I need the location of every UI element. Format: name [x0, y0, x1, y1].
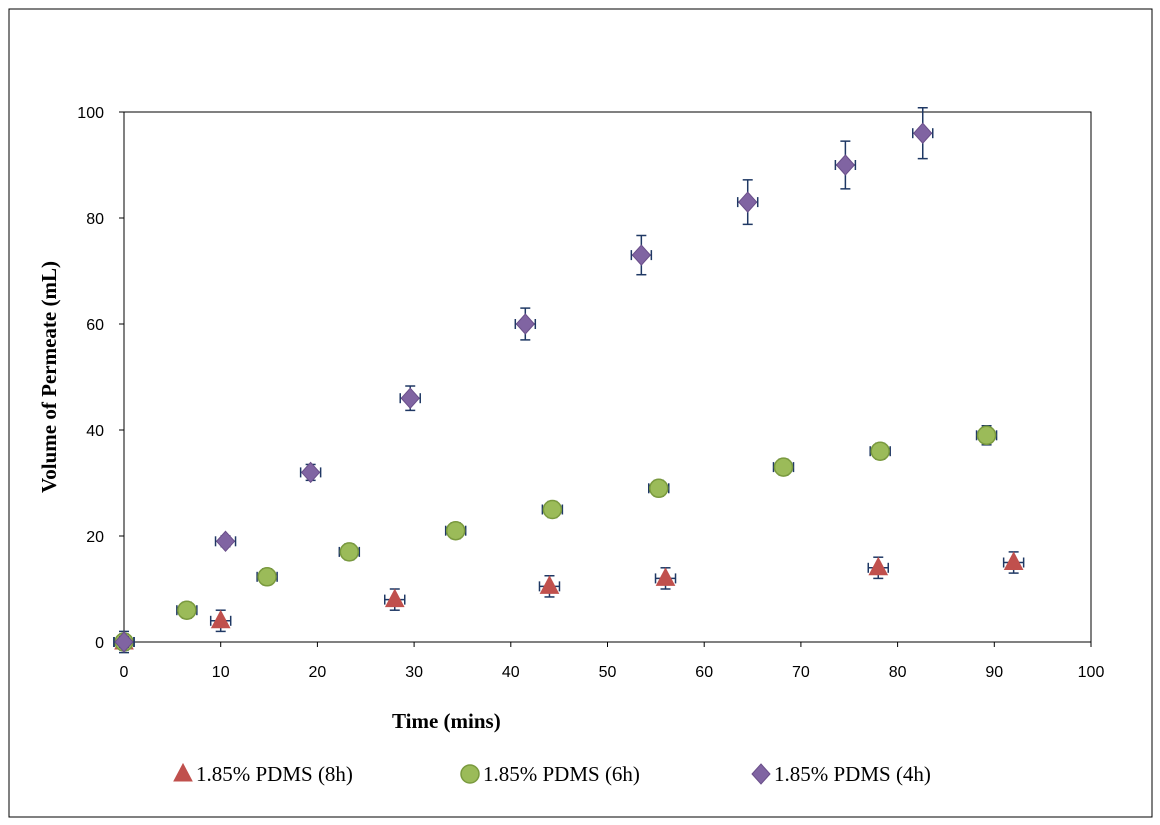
x-axis-title: Time (mins) [392, 709, 501, 733]
data-point [976, 425, 997, 446]
x-tick-label: 40 [502, 664, 520, 681]
data-point [539, 575, 560, 594]
data-point [445, 520, 466, 541]
x-axis-ticks: 0 10 20 30 40 50 60 70 80 90 100 [120, 642, 1105, 681]
y-axis-title: Volume of Permeate (mL) [37, 261, 61, 493]
legend-label: 1.85% PDMS (4h) [774, 762, 931, 786]
x-tick-label: 60 [695, 664, 713, 681]
data-point [738, 191, 758, 213]
legend-label: 1.85% PDMS (8h) [196, 762, 353, 786]
legend-marker-triangle [173, 762, 193, 782]
legend-label: 1.85% PDMS (6h) [483, 762, 640, 786]
y-tick-label: 0 [95, 635, 104, 652]
data-point [631, 244, 652, 266]
x-tick-label: 100 [1078, 664, 1105, 681]
legend: 1.85% PDMS (8h) 1.85% PDMS (6h) 1.85% PDMS… [173, 762, 931, 786]
x-tick-label: 10 [212, 664, 230, 681]
data-point [215, 530, 236, 553]
data-point [210, 609, 231, 629]
data-point [835, 154, 856, 176]
plot-area [123, 111, 1092, 643]
y-axis-ticks: 0 20 40 60 80 100 [77, 105, 124, 652]
x-tick-label: 80 [889, 664, 907, 681]
legend-marker-circle [460, 764, 480, 784]
data-point [542, 499, 563, 520]
y-tick-label: 40 [86, 423, 104, 440]
data-point [257, 567, 277, 587]
x-tick-label: 0 [120, 664, 129, 681]
x-tick-label: 20 [309, 664, 327, 681]
data-point [400, 387, 420, 409]
data-point [114, 631, 134, 653]
data-point [655, 567, 676, 586]
data-point [1003, 551, 1024, 570]
data-point [870, 441, 890, 461]
x-tick-label: 70 [792, 664, 810, 681]
data-point [868, 556, 889, 576]
data-point [515, 313, 535, 335]
y-tick-label: 60 [86, 317, 104, 334]
data-point [177, 600, 197, 620]
data-point [773, 457, 794, 477]
x-tick-label: 50 [599, 664, 617, 681]
series-diamond [113, 107, 934, 653]
series-layer [113, 107, 1025, 654]
x-tick-label: 90 [985, 664, 1003, 681]
data-point [913, 122, 933, 144]
data-point [649, 478, 669, 499]
data-point [300, 461, 321, 484]
y-tick-label: 20 [86, 529, 104, 546]
y-tick-label: 80 [86, 211, 104, 228]
y-tick-label: 100 [77, 105, 104, 122]
legend-marker-diamond [751, 763, 771, 785]
data-point [384, 588, 405, 608]
data-point [339, 542, 360, 562]
x-tick-label: 30 [405, 664, 423, 681]
